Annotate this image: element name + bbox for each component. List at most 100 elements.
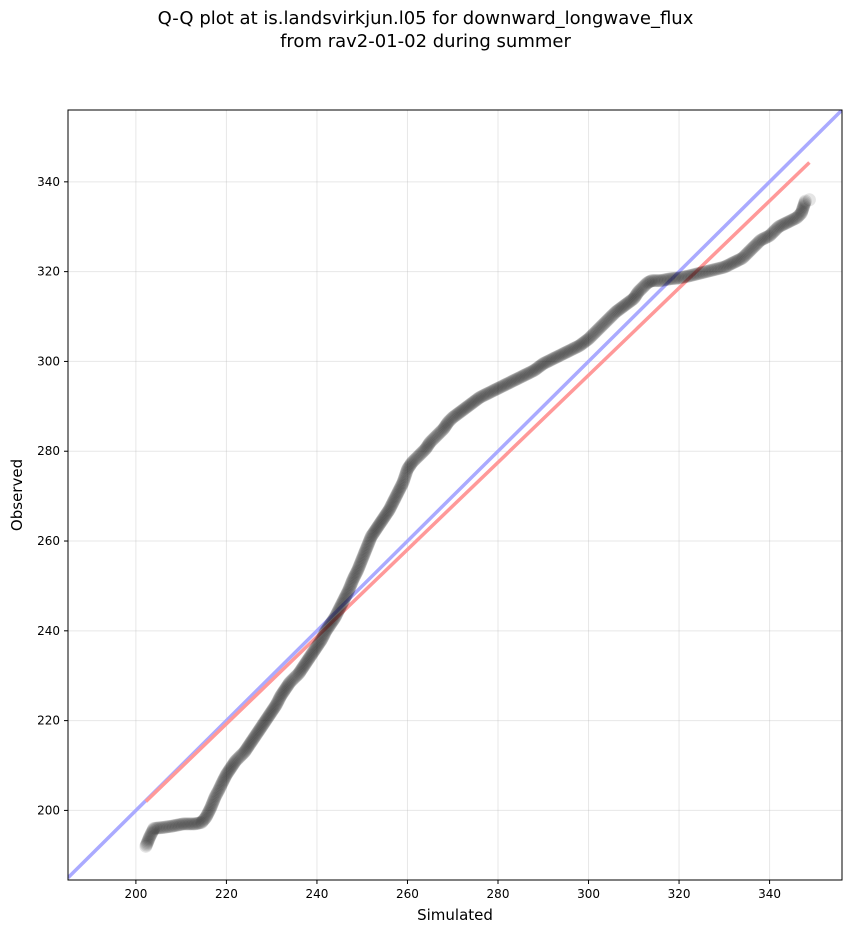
quantile-point — [388, 491, 402, 505]
quantile-point — [501, 376, 515, 390]
quantile-point — [628, 290, 642, 304]
quantile-point — [385, 497, 399, 511]
quantile-point — [467, 395, 481, 409]
quantile-point — [280, 680, 294, 694]
quantile-point — [497, 378, 511, 392]
quantile-point — [543, 353, 557, 367]
quantile-point — [417, 443, 431, 457]
reference-lines — [68, 110, 842, 879]
quantile-point — [631, 286, 645, 300]
quantile-point — [304, 649, 318, 663]
quantile-point — [181, 817, 195, 831]
quantile-point — [321, 622, 335, 636]
quantile-point — [216, 774, 230, 788]
data-points — [139, 193, 816, 853]
quantile-point — [262, 708, 276, 722]
quantile-point — [231, 752, 245, 766]
quantile-point — [366, 527, 380, 541]
quantile-point — [556, 347, 570, 361]
quantile-point — [247, 730, 261, 744]
quantile-point — [192, 816, 206, 830]
quantile-point — [648, 274, 662, 288]
quantile-point — [295, 662, 309, 676]
quantile-point — [516, 369, 530, 383]
y-tick-label: 320 — [37, 265, 60, 279]
quantile-point — [340, 586, 354, 600]
quantile-point — [363, 534, 377, 548]
quantile-point — [575, 337, 589, 351]
quantile-point — [722, 258, 736, 272]
quantile-point — [246, 733, 260, 747]
quantile-point — [631, 285, 645, 299]
quantile-point — [561, 344, 575, 358]
quantile-point — [291, 668, 305, 682]
quantile-point — [211, 785, 225, 799]
y-axis: 200 220 240 260 280 300 320 340 — [37, 175, 68, 817]
quantile-point — [199, 810, 213, 824]
quantile-point — [413, 448, 427, 462]
quantile-point — [436, 423, 450, 437]
quantile-point — [521, 367, 535, 381]
quantile-point — [327, 611, 341, 625]
y-axis-label: Observed — [8, 459, 26, 531]
quantile-point — [242, 738, 256, 752]
quantile-point — [786, 213, 800, 227]
quantile-point — [397, 471, 411, 485]
quantile-point — [734, 252, 748, 266]
quantile-point — [755, 233, 769, 247]
quantile-point — [429, 430, 443, 444]
quantile-point — [500, 377, 514, 391]
quantile-point — [360, 541, 374, 555]
quantile-point — [227, 756, 241, 770]
quantile-point — [208, 790, 222, 804]
quantile-point — [687, 268, 701, 282]
quantile-point — [333, 601, 347, 615]
quantile-point — [411, 450, 425, 464]
quantile-point — [509, 372, 523, 386]
quantile-point — [457, 402, 471, 416]
quantile-point — [488, 383, 502, 397]
quantile-point — [310, 640, 324, 654]
quantile-point — [372, 518, 386, 532]
quantile-point — [591, 323, 605, 337]
quantile-point — [159, 820, 173, 834]
quantile-point — [569, 341, 583, 355]
quantile-point — [377, 510, 391, 524]
quantile-point — [654, 274, 668, 288]
quantile-point — [349, 566, 363, 580]
quantile-point — [346, 572, 360, 586]
quantile-point — [680, 269, 694, 283]
quantile-point — [266, 702, 280, 716]
quantile-point — [210, 786, 224, 800]
quantile-point — [704, 264, 718, 278]
quantile-point — [701, 264, 715, 278]
quantile-point — [508, 373, 522, 387]
quantile-point — [172, 818, 186, 832]
quantile-point — [563, 343, 577, 357]
quantile-point — [433, 425, 447, 439]
x-axis-label: Simulated — [417, 906, 493, 924]
quantile-point — [195, 816, 209, 830]
quantile-point — [719, 260, 733, 274]
quantile-point — [347, 570, 361, 584]
quantile-point — [223, 762, 237, 776]
quantile-point — [204, 800, 218, 814]
quantile-point — [207, 793, 221, 807]
quantile-point — [485, 385, 499, 399]
quantile-point — [438, 420, 452, 434]
quantile-point — [141, 833, 155, 847]
x-tick-label: 240 — [305, 887, 328, 901]
quantile-point — [768, 223, 782, 237]
quantile-point — [336, 595, 350, 609]
quantile-point — [147, 821, 161, 835]
quantile-point — [412, 449, 426, 463]
quantile-point — [602, 312, 616, 326]
grid — [68, 110, 842, 880]
quantile-point — [717, 260, 731, 274]
quantile-point — [342, 583, 356, 597]
quantile-point — [494, 380, 508, 394]
quantile-point — [651, 274, 665, 288]
y-tick-label: 260 — [37, 534, 60, 548]
quantile-point — [350, 564, 364, 578]
quantile-point — [273, 690, 287, 704]
